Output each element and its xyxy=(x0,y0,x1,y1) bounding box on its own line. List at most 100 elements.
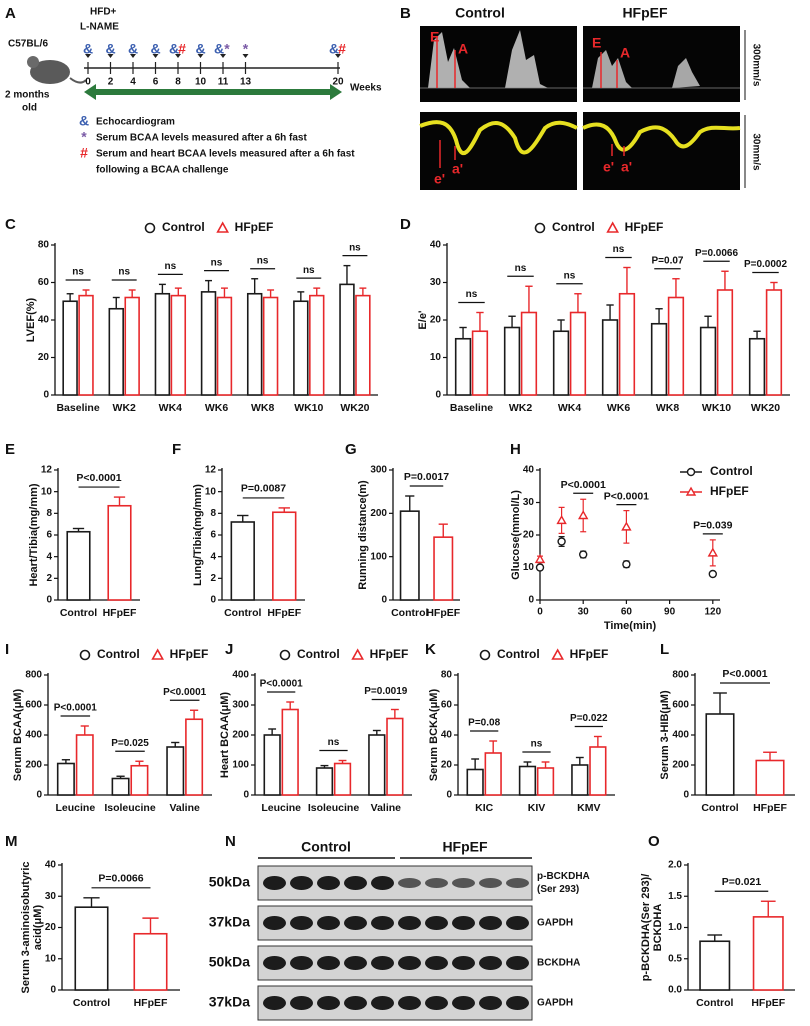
bar xyxy=(200,291,217,396)
panel-letter: L xyxy=(660,641,669,658)
timeline-arrow xyxy=(175,54,181,58)
x-tick-label: HFpEF xyxy=(751,997,785,1009)
panel-letter: E xyxy=(5,441,15,458)
bar xyxy=(272,511,297,601)
annotation: ns xyxy=(515,263,527,274)
x-tick-label: WK6 xyxy=(607,402,630,414)
week-label: 4 xyxy=(130,77,136,88)
blot-bands xyxy=(262,866,397,900)
x-tick-label: Baseline xyxy=(450,402,493,414)
bar xyxy=(484,752,502,796)
marker xyxy=(557,537,566,546)
panel-letter: I xyxy=(5,641,9,658)
bar xyxy=(699,326,717,396)
week-label: 2 xyxy=(108,77,114,88)
bar xyxy=(130,764,149,796)
size-label: 37kDa xyxy=(209,914,250,930)
y-axis-label: E/e' xyxy=(417,310,429,330)
timeline-symbol: & xyxy=(105,41,115,57)
legend-marker xyxy=(279,649,291,661)
x-tick-label: WK8 xyxy=(251,402,274,414)
timeline-symbol: * xyxy=(243,41,249,57)
x-tick-label: WK20 xyxy=(340,402,369,414)
y-axis-label: Serum 3-aminoisobutyric xyxy=(20,861,32,993)
x-tick-label: Control xyxy=(73,997,110,1009)
bar xyxy=(752,916,784,991)
x-tick-label: Valine xyxy=(371,802,402,814)
bar xyxy=(75,734,94,796)
x-tick-label: Control xyxy=(696,997,733,1009)
bar xyxy=(601,319,619,396)
legend-label: Control xyxy=(552,220,595,234)
x-tick-label: Leucine xyxy=(261,802,301,814)
marker xyxy=(534,553,546,564)
mouse-icon xyxy=(69,77,87,84)
panel-letter: G xyxy=(345,441,357,458)
timeline-arrow xyxy=(107,54,114,58)
y-tick-label: 200 xyxy=(232,730,249,741)
bar xyxy=(62,300,78,396)
y-tick-label: 30 xyxy=(430,277,442,288)
legend-label: HFpEF xyxy=(570,647,609,661)
y-tick-label: 10 xyxy=(41,486,53,497)
bar xyxy=(170,294,187,396)
marker xyxy=(707,547,719,557)
y-tick-label: 20 xyxy=(45,922,57,933)
x-tick-label: HFpEF xyxy=(103,607,137,619)
legend-label: HFpEF xyxy=(710,484,749,498)
y-tick-label: 2 xyxy=(46,573,52,584)
panel-letter: C xyxy=(5,216,16,233)
bar xyxy=(133,932,168,991)
y-tick-label: 40 xyxy=(441,730,453,741)
timeline-symbol: & xyxy=(150,41,160,57)
wave-label: E xyxy=(430,29,439,45)
annotation: P<0.0001 xyxy=(54,703,98,714)
bar xyxy=(56,762,75,796)
y-tick-label: 300 xyxy=(370,465,387,476)
bar xyxy=(111,777,130,796)
y-tick-label: 300 xyxy=(232,700,249,711)
annotation: P=0.039 xyxy=(693,520,733,532)
wave-label: A xyxy=(458,41,468,57)
bar xyxy=(471,330,489,396)
timeline-symbol: & xyxy=(195,41,205,57)
x-tick-label: HFpEF xyxy=(753,802,787,814)
x-tick-label: Leucine xyxy=(55,802,95,814)
y-tick-label: 20 xyxy=(38,352,50,363)
timeline-symbol: & xyxy=(214,41,224,57)
annotation: ns xyxy=(211,257,223,268)
x-axis-label: Time(min) xyxy=(604,620,657,632)
size-label: 50kDa xyxy=(209,874,250,890)
bar xyxy=(368,734,386,796)
week-label: 0 xyxy=(85,77,91,88)
blot-bands xyxy=(397,986,532,1020)
y-tick-label: 0 xyxy=(381,595,387,606)
x-tick-label: WK8 xyxy=(656,402,679,414)
blot-bands xyxy=(262,946,397,980)
y-tick-label: 10 xyxy=(523,562,535,573)
legend-marker xyxy=(479,649,491,661)
wave-label: e' xyxy=(603,159,614,175)
y-tick-label: 0.0 xyxy=(668,985,682,996)
annotation: ns xyxy=(165,261,177,272)
marker xyxy=(535,563,545,572)
legend-marker xyxy=(551,648,565,660)
scale-label: 300mm/s xyxy=(750,44,761,87)
x-tick-label: 90 xyxy=(664,607,676,618)
y-tick-label: 0.5 xyxy=(668,953,682,964)
x-tick-label: WK20 xyxy=(751,402,780,414)
doppler-wave xyxy=(428,30,548,88)
bar xyxy=(667,296,685,396)
y-tick-label: 4 xyxy=(46,551,52,562)
y-tick-label: 0 xyxy=(243,790,249,801)
x-tick-label: HFpEF xyxy=(426,607,460,619)
legend-label: HFpEF xyxy=(170,647,209,661)
legend-text: Serum and heart BCAA levels measured aft… xyxy=(96,149,355,160)
tdi-wave xyxy=(582,122,741,152)
legend-text: Echocardiogram xyxy=(96,117,175,128)
y-tick-label: 40 xyxy=(45,860,57,871)
annotation: P=0.0087 xyxy=(241,483,286,495)
panel-b: B Control HFpEF 300mm/s 30mm/s E A E A xyxy=(400,5,761,190)
timeline-arrow xyxy=(85,54,91,58)
